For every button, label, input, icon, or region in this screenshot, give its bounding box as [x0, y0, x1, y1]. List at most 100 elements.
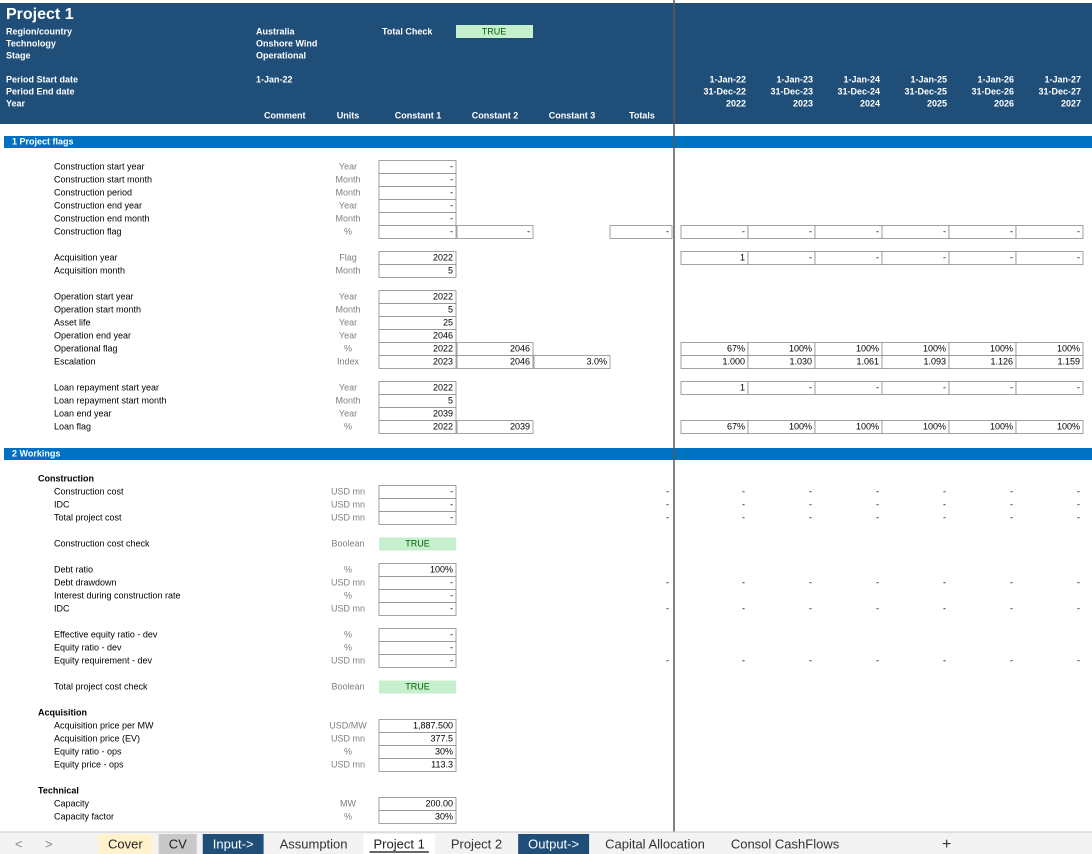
- timeline-cell: [881, 381, 950, 395]
- cell-value: 2022: [433, 252, 453, 262]
- timeline-value: -: [1077, 486, 1080, 496]
- timeline-value: -: [742, 603, 745, 613]
- row-units: Index: [337, 356, 360, 366]
- cell-value: 5: [448, 304, 453, 314]
- input-cell: [378, 758, 457, 772]
- cell-value: -: [450, 629, 453, 639]
- tab-bg: [518, 834, 590, 854]
- timeline-value: -: [943, 226, 946, 236]
- timeline-value: -: [1010, 603, 1013, 613]
- row-units: Month: [335, 187, 360, 197]
- timeline-value: -: [943, 512, 946, 522]
- timeline-value: 1.126: [990, 356, 1013, 366]
- tab-bg: [363, 834, 435, 854]
- sheet-tab[interactable]: CV: [169, 836, 187, 851]
- total-check-cell: [456, 25, 533, 38]
- row-units: Month: [335, 304, 360, 314]
- timeline-value: -: [1077, 577, 1080, 587]
- timeline-year: 2023: [793, 98, 813, 108]
- cell-value: -: [450, 512, 453, 522]
- sheet-tab[interactable]: Input->: [213, 836, 254, 851]
- input-cell: [378, 420, 457, 434]
- timeline-cell: [747, 225, 816, 239]
- timeline-value: -: [809, 382, 812, 392]
- field-label: Stage: [6, 50, 31, 60]
- input-cell: [378, 576, 457, 590]
- scroll-right[interactable]: >: [45, 836, 53, 851]
- timeline-value: -: [1077, 603, 1080, 613]
- input-cell: [378, 589, 457, 603]
- row-units: %: [344, 564, 352, 574]
- cell-value: -: [450, 642, 453, 652]
- timeline-cell: [1015, 420, 1084, 434]
- timeline-year: 2024: [860, 98, 880, 108]
- timeline-year: 2022: [726, 98, 746, 108]
- col-header: Totals: [629, 110, 655, 120]
- add-sheet[interactable]: +: [942, 836, 951, 853]
- input-cell: [378, 628, 457, 642]
- timeline-value: -: [943, 603, 946, 613]
- timeline-cell: [1015, 225, 1084, 239]
- field-value: Onshore Wind: [256, 38, 317, 48]
- timeline-value: -: [943, 577, 946, 587]
- timeline-end: 31-Dec-23: [770, 86, 813, 96]
- col-header: Constant 3: [549, 110, 596, 120]
- group-heading: Construction: [38, 473, 94, 483]
- timeline-value: 1.061: [856, 356, 879, 366]
- input-cell: [378, 394, 457, 408]
- row-label: Acquisition month: [54, 265, 125, 275]
- cell-value: -: [450, 499, 453, 509]
- period-label: Period Start date: [6, 74, 78, 84]
- section-bar: [4, 136, 1092, 148]
- timeline-value: -: [742, 512, 745, 522]
- row-units: Year: [339, 330, 357, 340]
- timeline-value: -: [876, 226, 879, 236]
- cell-value: 2022: [433, 421, 453, 431]
- timeline-value: -: [1010, 512, 1013, 522]
- cell-value: -: [450, 603, 453, 613]
- cell-value: 3.0%: [586, 356, 607, 366]
- total-check-label: Total Check: [382, 26, 433, 36]
- row-units: Year: [339, 291, 357, 301]
- period-label: Year: [6, 98, 26, 108]
- row-label: Asset life: [54, 317, 91, 327]
- section-title: 1 Project flags: [12, 136, 74, 146]
- row-units: MW: [340, 798, 356, 808]
- sheet-tab[interactable]: Project 1: [374, 836, 425, 851]
- timeline-value: -: [809, 512, 812, 522]
- timeline-start: 1-Jan-24: [843, 74, 880, 84]
- sheet-tab[interactable]: Capital Allocation: [605, 836, 705, 851]
- cell-value: -: [527, 226, 530, 236]
- row-label: Operation start year: [54, 291, 134, 301]
- timeline-value: -: [1077, 512, 1080, 522]
- period-label: Period End date: [6, 86, 75, 96]
- timeline-value: 100%: [1057, 343, 1080, 353]
- sheet-tab[interactable]: Project 2: [451, 836, 502, 851]
- timeline-value: 100%: [856, 421, 879, 431]
- row-label: Total project cost: [54, 512, 122, 522]
- timeline-cell: [948, 381, 1017, 395]
- row-units: Flag: [339, 252, 357, 262]
- sheet-tab[interactable]: Consol CashFlows: [731, 836, 840, 851]
- timeline-cell: [814, 251, 883, 265]
- input-cell: [378, 173, 457, 187]
- timeline-value: -: [742, 499, 745, 509]
- row-units: Year: [339, 200, 357, 210]
- scroll-left[interactable]: <: [15, 836, 23, 851]
- row-label: Construction start year: [54, 161, 145, 171]
- timeline-value: -: [809, 655, 812, 665]
- cell-value: 113.3: [431, 759, 453, 769]
- sheet-tab[interactable]: Assumption: [280, 836, 348, 851]
- cell-value: -: [666, 577, 669, 587]
- input-cell: [456, 355, 534, 369]
- tab-bg: [98, 834, 153, 854]
- timeline-start: 1-Jan-27: [1044, 74, 1081, 84]
- group-heading: Technical: [38, 785, 79, 795]
- sheet-tab[interactable]: Output->: [528, 836, 579, 851]
- timeline-value: -: [809, 577, 812, 587]
- timeline-value: -: [809, 603, 812, 613]
- input-cell: [378, 654, 457, 668]
- sheet-tab[interactable]: Cover: [108, 836, 143, 851]
- cell-value: 25: [443, 317, 453, 327]
